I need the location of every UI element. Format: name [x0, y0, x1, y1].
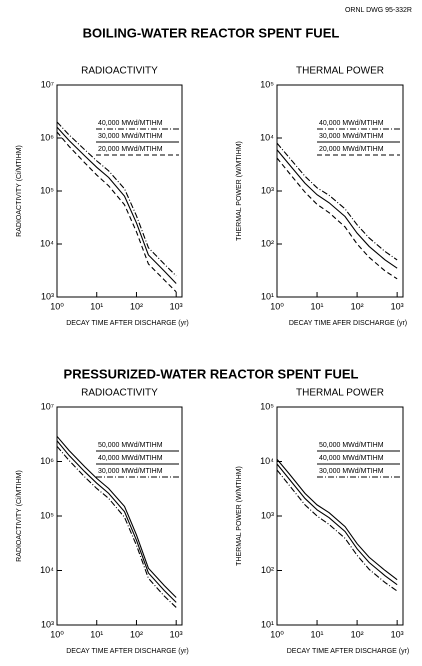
- legend-label: 30,000 MWd/MTIHM: [98, 468, 163, 475]
- x-tick-label: 10⁰: [50, 629, 64, 639]
- x-tick-label: 10³: [391, 629, 404, 639]
- series-line: [56, 445, 177, 608]
- series-line: [56, 435, 177, 598]
- y-axis-label: THERMAL POWER (W/MTIHM): [236, 141, 243, 241]
- x-tick-label: 10²: [351, 301, 364, 311]
- legend-label: 40,000 MWd/MTIHM: [98, 120, 163, 127]
- plot-frame: [56, 406, 183, 626]
- legend-label: 30,000 MWd/MTIHM: [98, 133, 163, 140]
- y-tick-label: 10¹: [261, 291, 274, 301]
- section-title: BOILING-WATER REACTOR SPENT FUEL: [83, 25, 340, 40]
- x-axis-label: DECAY TIME AFTER DISCHARGE (yr): [66, 320, 189, 327]
- x-tick-label: 10¹: [90, 629, 103, 639]
- x-tick-label: 10⁰: [270, 629, 284, 639]
- drawing-number: ORNL DWG 95-332R: [345, 7, 412, 14]
- series-line: [56, 131, 177, 293]
- y-tick-label: 10⁷: [41, 79, 54, 89]
- y-tick-label: 10²: [261, 238, 274, 248]
- y-tick-label: 10³: [261, 510, 274, 520]
- x-axis-label: DECAY TIME AFER DISCHARGE (yr): [289, 320, 407, 327]
- y-tick-label: 10⁵: [40, 510, 54, 520]
- series-line: [276, 142, 398, 261]
- y-axis-label: RADIOACTIVITY (Ci/MTIHM): [16, 145, 23, 237]
- x-tick-label: 10¹: [311, 301, 324, 311]
- y-tick-label: 10³: [41, 291, 54, 301]
- series-line: [276, 463, 398, 586]
- legend-label: 20,000 MWd/MTIHM: [98, 146, 163, 153]
- x-tick-label: 10¹: [90, 301, 103, 311]
- legend-label: 40,000 MWd/MTIHM: [319, 455, 384, 462]
- y-tick-label: 10⁴: [260, 456, 274, 466]
- y-tick-label: 10⁶: [40, 456, 54, 466]
- legend-label: 40,000 MWd/MTIHM: [319, 120, 384, 127]
- legend-label: 50,000 MWd/MTIHM: [319, 442, 384, 449]
- plot-title: THERMAL POWER: [296, 66, 384, 77]
- x-tick-label: 10³: [170, 629, 183, 639]
- x-tick-label: 10²: [351, 629, 364, 639]
- y-tick-label: 10⁴: [260, 132, 274, 142]
- y-tick-label: 10⁵: [260, 79, 274, 89]
- x-tick-label: 10³: [170, 301, 183, 311]
- y-tick-label: 10⁷: [41, 401, 54, 411]
- y-tick-label: 10¹: [261, 619, 274, 629]
- section-title: PRESSURIZED-WATER REACTOR SPENT FUEL: [64, 366, 359, 381]
- series-line: [276, 149, 398, 269]
- y-tick-label: 10⁴: [40, 238, 54, 248]
- y-tick-label: 10³: [41, 619, 54, 629]
- series-line: [56, 121, 177, 277]
- legend-label: 30,000 MWd/MTIHM: [319, 468, 384, 475]
- y-tick-label: 10⁵: [260, 401, 274, 411]
- x-tick-label: 10⁰: [50, 301, 64, 311]
- series-line: [276, 157, 398, 280]
- plot-title: RADIOACTIVITY: [81, 388, 158, 399]
- x-tick-label: 10²: [130, 629, 143, 639]
- plot-frame: [276, 406, 404, 626]
- series-line: [56, 126, 177, 284]
- legend-label: 50,000 MWd/MTIHM: [98, 442, 163, 449]
- legend-label: 20,000 MWd/MTIHM: [319, 146, 384, 153]
- x-axis-label: DECAY TIME AFTER DISCHARGE (yr): [66, 648, 189, 655]
- x-axis-label: DECAY TIME AFTER DISCHARGE (yr): [287, 648, 410, 655]
- y-tick-label: 10⁵: [40, 185, 54, 195]
- plot-title: THERMAL POWER: [296, 388, 384, 399]
- x-tick-label: 10²: [130, 301, 143, 311]
- y-axis-label: RADIOACTIVITY (Ci/MTIHM): [16, 470, 23, 562]
- series-line: [276, 458, 398, 581]
- y-tick-label: 10²: [261, 565, 274, 575]
- legend-label: 30,000 MWd/MTIHM: [319, 133, 384, 140]
- y-tick-label: 10⁶: [40, 132, 54, 142]
- x-tick-label: 10⁰: [270, 301, 284, 311]
- y-tick-label: 10⁴: [40, 565, 54, 575]
- plot-frame: [276, 84, 404, 298]
- x-tick-label: 10¹: [311, 629, 324, 639]
- plot-title: RADIOACTIVITY: [81, 66, 158, 77]
- legend-label: 40,000 MWd/MTIHM: [98, 455, 163, 462]
- series-line: [276, 469, 398, 592]
- y-axis-label: THERMAL POWER (W/MTIHM): [236, 466, 243, 566]
- series-line: [56, 440, 177, 603]
- y-tick-label: 10³: [261, 185, 274, 195]
- x-tick-label: 10³: [391, 301, 404, 311]
